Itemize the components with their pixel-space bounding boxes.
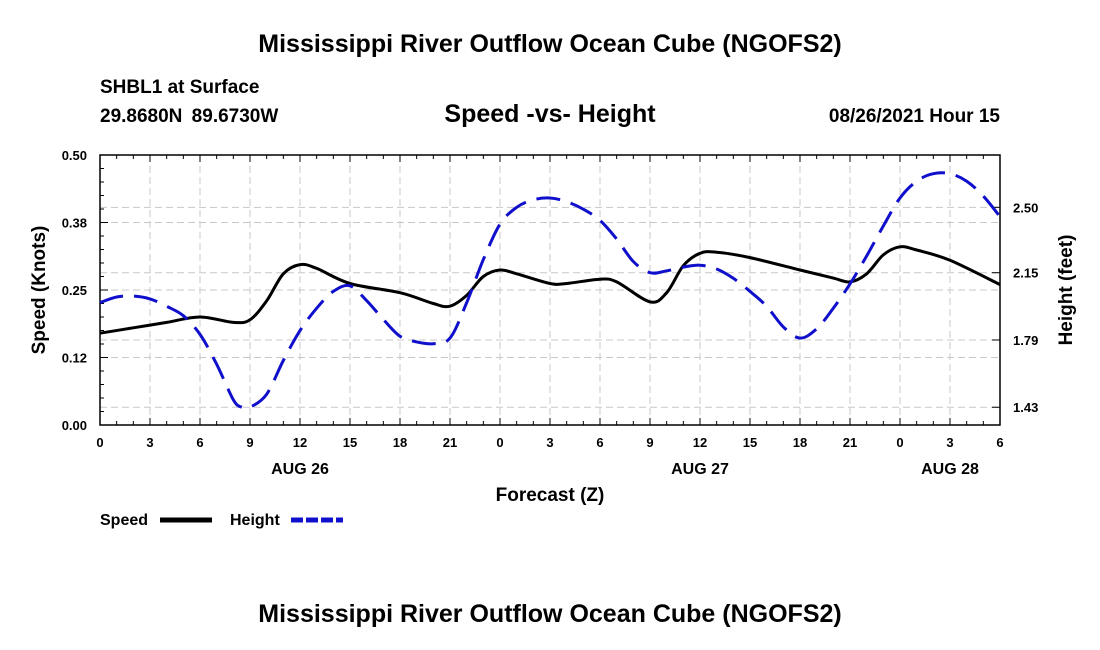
x-tick-label: 0 [896, 435, 903, 450]
x-tick-label: 21 [443, 435, 457, 450]
y-right-tick-label: 2.15 [1013, 266, 1038, 281]
chart-subtitle: Speed -vs- Height [444, 100, 656, 128]
x-tick-label: 0 [496, 435, 503, 450]
y-left-tick-label: 0.25 [62, 283, 87, 298]
y-right-tick-label: 1.43 [1013, 400, 1038, 415]
y-left-tick-label: 0.38 [62, 216, 87, 231]
chart-main-title: Mississippi River Outflow Ocean Cube (NG… [258, 30, 842, 58]
y-left-axis-title: Speed (Knots) [29, 226, 50, 355]
x-tick-label: 6 [596, 435, 603, 450]
x-tick-label: 3 [946, 435, 953, 450]
station-coordinates: 29.8680N 89.6730W [100, 106, 279, 127]
forecast-datetime: 08/26/2021 Hour 15 [828, 106, 1000, 127]
legend-label-height: Height [230, 512, 280, 529]
x-day-label: AUG 27 [671, 461, 729, 478]
y-right-tick-label: 1.79 [1013, 333, 1038, 348]
x-tick-label: 3 [146, 435, 153, 450]
x-tick-label: 12 [293, 435, 307, 450]
height-series-line [99, 171, 1002, 411]
x-tick-label: 9 [246, 435, 253, 450]
y-right-axis-title: Height (feet) [1056, 235, 1077, 346]
y-left-tick-label: 0.50 [62, 148, 87, 163]
x-tick-label: 21 [843, 435, 857, 450]
station-name: SHBL1 at Surface [100, 77, 260, 98]
x-tick-label: 6 [996, 435, 1003, 450]
x-axis-title: Forecast (Z) [496, 485, 605, 506]
x-tick-label: 3 [546, 435, 553, 450]
x-tick-label: 6 [196, 435, 203, 450]
x-tick-label: 12 [693, 435, 707, 450]
y-left-tick-label: 0.00 [62, 418, 87, 433]
x-tick-label: 18 [393, 435, 407, 450]
legend-label-speed: Speed [100, 512, 148, 529]
footer-title: Mississippi River Outflow Ocean Cube (NG… [258, 600, 842, 628]
x-day-label: AUG 26 [271, 461, 329, 478]
x-tick-label: 15 [343, 435, 357, 450]
x-tick-label: 9 [646, 435, 653, 450]
y-left-tick-label: 0.12 [62, 351, 87, 366]
y-right-tick-label: 2.50 [1013, 200, 1038, 215]
x-tick-label: 0 [96, 435, 103, 450]
x-tick-label: 15 [743, 435, 757, 450]
x-tick-label: 18 [793, 435, 807, 450]
x-day-label: AUG 28 [921, 461, 979, 478]
